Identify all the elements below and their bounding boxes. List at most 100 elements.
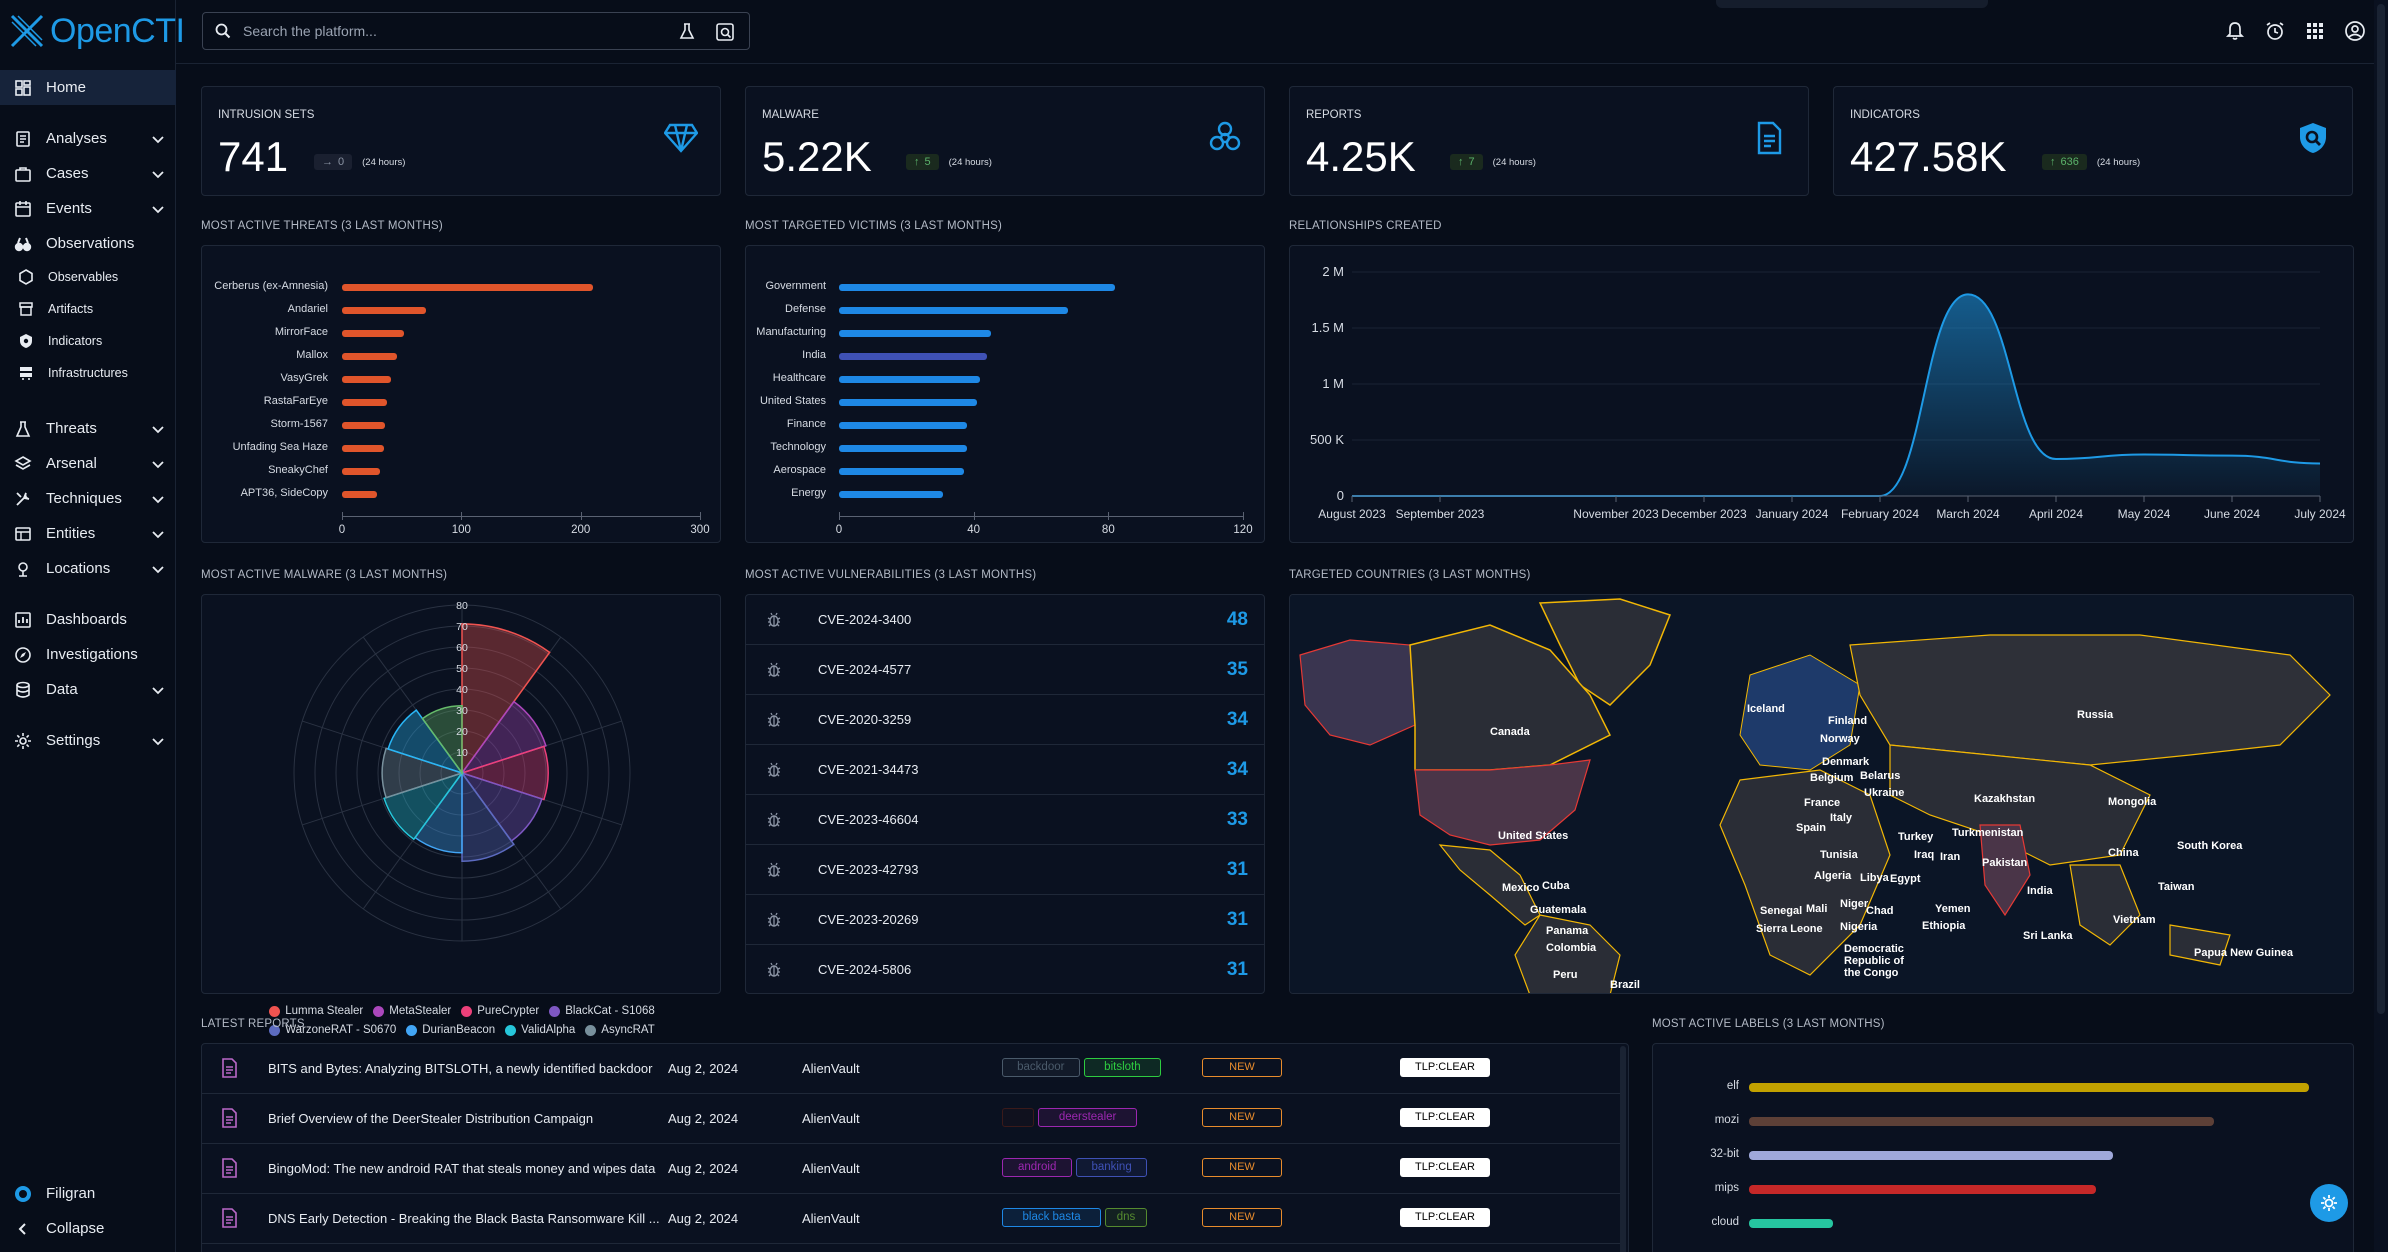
bar[interactable]: [839, 491, 944, 498]
bar[interactable]: [342, 468, 381, 475]
report-title[interactable]: Brief Overview of the DeerStealer Distri…: [268, 1111, 594, 1126]
sidebar-item-techniques[interactable]: Techniques: [0, 481, 176, 516]
vuln-row[interactable]: CVE-2024-5806 31: [746, 945, 1264, 993]
sidebar-item-events[interactable]: Events: [0, 191, 176, 226]
vuln-row[interactable]: CVE-2023-46604 33: [746, 795, 1264, 845]
bar[interactable]: [342, 330, 405, 337]
bar[interactable]: [839, 284, 1116, 291]
collapse-button[interactable]: Collapse: [0, 1211, 176, 1246]
scrollbar[interactable]: [2374, 0, 2388, 1252]
label-bar[interactable]: [1749, 1219, 1833, 1228]
bar[interactable]: [839, 307, 1068, 314]
polar-slice[interactable]: [383, 771, 464, 841]
bar[interactable]: [839, 399, 978, 406]
bell-icon[interactable]: [2224, 20, 2246, 42]
legend-item[interactable]: DurianBeacon: [406, 1024, 495, 1036]
bar[interactable]: [342, 307, 426, 314]
sidebar-item-entities[interactable]: Entities: [0, 516, 176, 551]
report-title[interactable]: BingoMod: The new android RAT that steal…: [268, 1161, 656, 1176]
vuln-row[interactable]: CVE-2024-4577 35: [746, 645, 1264, 695]
sidebar-item-filigran[interactable]: Filigran: [0, 1176, 176, 1211]
report-row[interactable]: BITS and Bytes: Analyzing BITSLOTH, a ne…: [202, 1044, 1620, 1094]
report-label-tag[interactable]: [1002, 1108, 1034, 1127]
bar[interactable]: [839, 445, 967, 452]
account-icon[interactable]: [2344, 20, 2366, 42]
sidebar-item-threats[interactable]: Threats: [0, 411, 176, 446]
report-title[interactable]: BITS and Bytes: Analyzing BITSLOTH, a ne…: [268, 1061, 653, 1076]
report-title[interactable]: DNS Early Detection - Breaking the Black…: [268, 1211, 660, 1226]
sidebar-item-investigations[interactable]: Investigations: [0, 637, 176, 672]
label-bar[interactable]: [1749, 1151, 2113, 1160]
legend-item[interactable]: WarzoneRAT - S0670: [269, 1024, 396, 1036]
label-bar[interactable]: [1749, 1117, 2214, 1126]
report-row[interactable]: BingoMod: The new android RAT that steal…: [202, 1144, 1620, 1194]
bulk-search-icon[interactable]: [715, 22, 735, 42]
search-input[interactable]: Search the platform...: [202, 12, 750, 50]
report-label-tag[interactable]: dns: [1105, 1208, 1147, 1227]
polar-slice[interactable]: [461, 623, 551, 776]
reports-scrollbar[interactable]: [1620, 1046, 1626, 1252]
report-label-tag[interactable]: backdoor: [1002, 1058, 1080, 1077]
sidebar-subitem-observables[interactable]: Observables: [0, 261, 176, 293]
vuln-row[interactable]: CVE-2023-20269 31: [746, 895, 1264, 945]
polar-slice[interactable]: [459, 745, 549, 801]
sidebar-item-observations[interactable]: Observations: [0, 226, 176, 261]
sidebar-item-analyses[interactable]: Analyses: [0, 121, 176, 156]
report-label-tag[interactable]: banking: [1076, 1158, 1147, 1177]
bar[interactable]: [839, 376, 981, 383]
polar-slice[interactable]: [461, 770, 515, 862]
scrollbar-thumb[interactable]: [2377, 4, 2385, 1014]
polar-slice[interactable]: [381, 747, 465, 799]
sidebar-subitem-infrastructures[interactable]: Infrastructures: [0, 357, 176, 389]
countries-map-card[interactable]: Canada United States Mexico Cuba Guatemala Pa…: [1289, 594, 2354, 994]
report-label-tag[interactable]: deerstealer: [1038, 1108, 1138, 1127]
bar[interactable]: [839, 468, 964, 475]
vuln-row[interactable]: CVE-2020-3259 34: [746, 695, 1264, 745]
bar[interactable]: [342, 399, 388, 406]
vuln-row[interactable]: CVE-2024-3400 48: [746, 595, 1264, 645]
polar-slice[interactable]: [421, 705, 463, 776]
bar[interactable]: [342, 491, 377, 498]
legend-item[interactable]: PureCrypter: [461, 1005, 539, 1017]
bar[interactable]: [839, 353, 988, 360]
sidebar-item-dashboards[interactable]: Dashboards: [0, 602, 176, 637]
polar-slice[interactable]: [387, 709, 464, 775]
flask-search-icon[interactable]: [677, 22, 697, 42]
bar[interactable]: [839, 330, 991, 337]
sidebar-item-arsenal[interactable]: Arsenal: [0, 446, 176, 481]
logo[interactable]: OpenCTI: [8, 8, 185, 54]
vuln-row[interactable]: CVE-2021-34473 34: [746, 745, 1264, 795]
label-bar[interactable]: [1749, 1083, 2309, 1092]
legend-item[interactable]: ValidAlpha: [505, 1024, 575, 1036]
polar-slice[interactable]: [460, 700, 547, 775]
bar[interactable]: [342, 353, 397, 360]
bar[interactable]: [342, 445, 384, 452]
sidebar-subitem-indicators[interactable]: Indicators: [0, 325, 176, 357]
report-label-tag[interactable]: bitsloth: [1083, 1058, 1162, 1077]
legend-item[interactable]: BlackCat - S1068: [549, 1005, 655, 1017]
stat-card-indicators[interactable]: INDICATORS 427.58K ↑ 636 (24 hours): [1833, 86, 2353, 196]
stat-card-intrusion-sets[interactable]: INTRUSION SETS 741 → 0 (24 hours): [201, 86, 721, 196]
legend-item[interactable]: Lumma Stealer: [269, 1005, 363, 1017]
label-bar[interactable]: [1749, 1185, 2097, 1194]
bar[interactable]: [342, 284, 593, 291]
stat-card-reports[interactable]: REPORTS 4.25K ↑ 7 (24 hours): [1289, 86, 1809, 196]
chat-fab-button[interactable]: [2310, 1184, 2348, 1222]
stat-card-malware[interactable]: MALWARE 5.22K ↑ 5 (24 hours): [745, 86, 1265, 196]
sidebar-item-cases[interactable]: Cases: [0, 156, 176, 191]
sidebar-item-settings[interactable]: Settings: [0, 723, 176, 758]
sidebar-item-locations[interactable]: Locations: [0, 551, 176, 586]
legend-item[interactable]: MetaStealer: [373, 1005, 451, 1017]
bar[interactable]: [839, 422, 967, 429]
alarm-icon[interactable]: [2264, 20, 2286, 42]
sidebar-item-home[interactable]: Home: [0, 70, 176, 105]
report-row[interactable]: DNS Early Detection - Breaking the Black…: [202, 1194, 1620, 1244]
apps-grid-icon[interactable]: [2304, 20, 2326, 42]
bar[interactable]: [342, 422, 385, 429]
vuln-row[interactable]: CVE-2023-42793 31: [746, 845, 1264, 895]
report-label-tag[interactable]: android: [1002, 1158, 1073, 1177]
bar[interactable]: [342, 376, 391, 383]
report-row[interactable]: Brief Overview of the DeerStealer Distri…: [202, 1094, 1620, 1144]
sidebar-subitem-artifacts[interactable]: Artifacts: [0, 293, 176, 325]
report-label-tag[interactable]: black basta: [1002, 1208, 1102, 1227]
